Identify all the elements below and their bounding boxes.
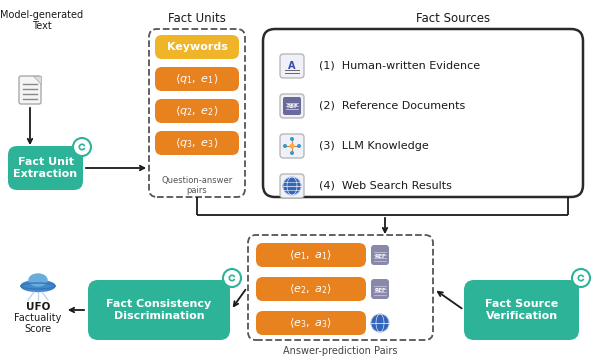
- FancyBboxPatch shape: [371, 279, 389, 299]
- FancyBboxPatch shape: [280, 94, 304, 118]
- Circle shape: [73, 138, 91, 156]
- Circle shape: [371, 314, 389, 332]
- Text: Fact Units: Fact Units: [168, 12, 226, 25]
- Text: (2)  Reference Documents: (2) Reference Documents: [319, 101, 465, 111]
- FancyBboxPatch shape: [371, 245, 389, 265]
- FancyBboxPatch shape: [19, 76, 41, 104]
- Text: $\langle q_1,\ e_1\rangle$: $\langle q_1,\ e_1\rangle$: [175, 72, 219, 86]
- FancyBboxPatch shape: [155, 67, 239, 91]
- Circle shape: [283, 177, 301, 195]
- Circle shape: [290, 137, 294, 141]
- Text: Answer-prediction Pairs: Answer-prediction Pairs: [284, 346, 398, 356]
- FancyBboxPatch shape: [155, 131, 239, 155]
- Text: Fact Sources: Fact Sources: [416, 12, 490, 25]
- Circle shape: [290, 143, 294, 148]
- Circle shape: [223, 269, 241, 287]
- Text: REF: REF: [286, 104, 298, 109]
- FancyBboxPatch shape: [280, 134, 304, 158]
- Text: Model-generated: Model-generated: [1, 10, 84, 20]
- Text: (1)  Human-written Evidence: (1) Human-written Evidence: [319, 61, 480, 71]
- FancyBboxPatch shape: [464, 280, 579, 340]
- Text: A: A: [288, 61, 296, 71]
- Text: Keywords: Keywords: [167, 42, 228, 52]
- Text: $\langle e_3,\ a_3\rangle$: $\langle e_3,\ a_3\rangle$: [290, 316, 332, 330]
- Text: Fact Unit
Extraction: Fact Unit Extraction: [13, 157, 78, 179]
- FancyBboxPatch shape: [256, 243, 366, 267]
- Text: $\langle q_2,\ e_2\rangle$: $\langle q_2,\ e_2\rangle$: [175, 104, 219, 118]
- Text: UFO: UFO: [26, 302, 50, 312]
- FancyBboxPatch shape: [256, 277, 366, 301]
- Text: Score: Score: [25, 324, 52, 334]
- FancyBboxPatch shape: [88, 280, 230, 340]
- Ellipse shape: [29, 274, 47, 286]
- FancyBboxPatch shape: [155, 35, 239, 59]
- Text: Fact Consistency
Discrimination: Fact Consistency Discrimination: [107, 299, 212, 321]
- FancyBboxPatch shape: [155, 99, 239, 123]
- Text: REF: REF: [374, 254, 386, 260]
- Text: $\langle q_3,\ e_3\rangle$: $\langle q_3,\ e_3\rangle$: [175, 136, 219, 150]
- FancyBboxPatch shape: [280, 54, 304, 78]
- Text: Factuality: Factuality: [14, 313, 61, 323]
- Text: (4)  Web Search Results: (4) Web Search Results: [319, 181, 452, 191]
- Text: Question-answer
pairs: Question-answer pairs: [161, 176, 232, 195]
- FancyBboxPatch shape: [263, 29, 583, 197]
- Circle shape: [572, 269, 590, 287]
- Text: REF: REF: [374, 289, 386, 294]
- Text: Fact Source
Verification: Fact Source Verification: [485, 299, 558, 321]
- FancyBboxPatch shape: [8, 146, 83, 190]
- Text: Text: Text: [32, 21, 52, 31]
- FancyBboxPatch shape: [256, 311, 366, 335]
- Polygon shape: [33, 76, 41, 84]
- FancyBboxPatch shape: [280, 174, 304, 198]
- Text: $\langle e_1,\ a_1\rangle$: $\langle e_1,\ a_1\rangle$: [290, 248, 332, 262]
- Text: (3)  LLM Knowledge: (3) LLM Knowledge: [319, 141, 429, 151]
- FancyBboxPatch shape: [283, 97, 301, 115]
- Circle shape: [283, 144, 287, 148]
- Circle shape: [290, 151, 294, 155]
- Ellipse shape: [21, 281, 55, 291]
- Circle shape: [297, 144, 301, 148]
- Text: $\langle e_2,\ a_2\rangle$: $\langle e_2,\ a_2\rangle$: [290, 282, 332, 296]
